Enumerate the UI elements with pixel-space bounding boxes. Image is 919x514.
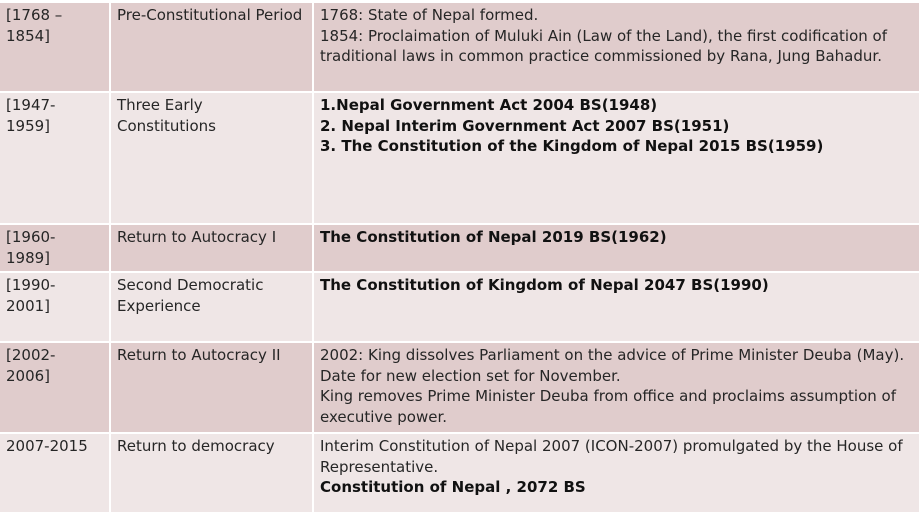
period-cell: [1960- 1989] bbox=[0, 224, 111, 273]
event-line: Interim Constitution of Nepal 2007 (ICON… bbox=[320, 437, 903, 476]
period-cell: 2007-2015 bbox=[0, 433, 111, 514]
table-row: [1947- 1959] Three Early Constitutions 1… bbox=[0, 92, 919, 225]
period-cell: [1990- 2001] bbox=[0, 272, 111, 343]
event-line: Constitution of Nepal , 2072 BS bbox=[320, 478, 586, 496]
era-cell: Second Democratic Experience bbox=[110, 272, 314, 343]
events-cell: 1.Nepal Government Act 2004 BS(1948) 2. … bbox=[313, 92, 919, 225]
period-cell: [2002- 2006] bbox=[0, 342, 111, 434]
era-cell: Return to democracy bbox=[110, 433, 314, 514]
event-line: 1854: Proclaimation of Muluki Ain (Law o… bbox=[320, 26, 887, 66]
events-cell: 2002: King dissolves Parliament on the a… bbox=[313, 342, 919, 434]
table-row: [1768 – 1854] Pre-Constitutional Period … bbox=[0, 3, 919, 93]
constitution-history-table: [1768 – 1854] Pre-Constitutional Period … bbox=[0, 3, 919, 514]
table-row: [1990- 2001] Second Democratic Experienc… bbox=[0, 272, 919, 343]
events-cell: The Constitution of Nepal 2019 BS(1962) bbox=[313, 224, 919, 273]
event-line: The Constitution of Kingdom of Nepal 204… bbox=[320, 276, 769, 294]
event-line: The Constitution of Nepal 2019 BS(1962) bbox=[320, 228, 667, 246]
table-top-border bbox=[0, 0, 919, 3]
era-cell: Pre-Constitutional Period bbox=[110, 3, 314, 93]
event-line: 2002: King dissolves Parliament on the a… bbox=[320, 346, 905, 385]
events-cell: The Constitution of Kingdom of Nepal 204… bbox=[313, 272, 919, 343]
table-row: [2002- 2006] Return to Autocracy II 2002… bbox=[0, 342, 919, 434]
period-cell: [1768 – 1854] bbox=[0, 3, 111, 93]
table-row: 2007-2015 Return to democracy Interim Co… bbox=[0, 433, 919, 514]
events-cell: Interim Constitution of Nepal 2007 (ICON… bbox=[313, 433, 919, 514]
era-cell: Return to Autocracy I bbox=[110, 224, 314, 273]
event-line: 1.Nepal Government Act 2004 BS(1948) bbox=[320, 96, 658, 114]
event-line: 2. Nepal Interim Government Act 2007 BS(… bbox=[320, 116, 730, 135]
table-row: [1960- 1989] Return to Autocracy I The C… bbox=[0, 224, 919, 273]
era-cell: Three Early Constitutions bbox=[110, 92, 314, 225]
event-line: 3. The Constitution of the Kingdom of Ne… bbox=[320, 137, 824, 155]
events-cell: 1768: State of Nepal formed. 1854: Procl… bbox=[313, 3, 919, 93]
event-line: King removes Prime Minister Deuba from o… bbox=[320, 387, 896, 426]
era-cell: Return to Autocracy II bbox=[110, 342, 314, 434]
period-cell: [1947- 1959] bbox=[0, 92, 111, 225]
event-line: 1768: State of Nepal formed. bbox=[320, 6, 539, 24]
